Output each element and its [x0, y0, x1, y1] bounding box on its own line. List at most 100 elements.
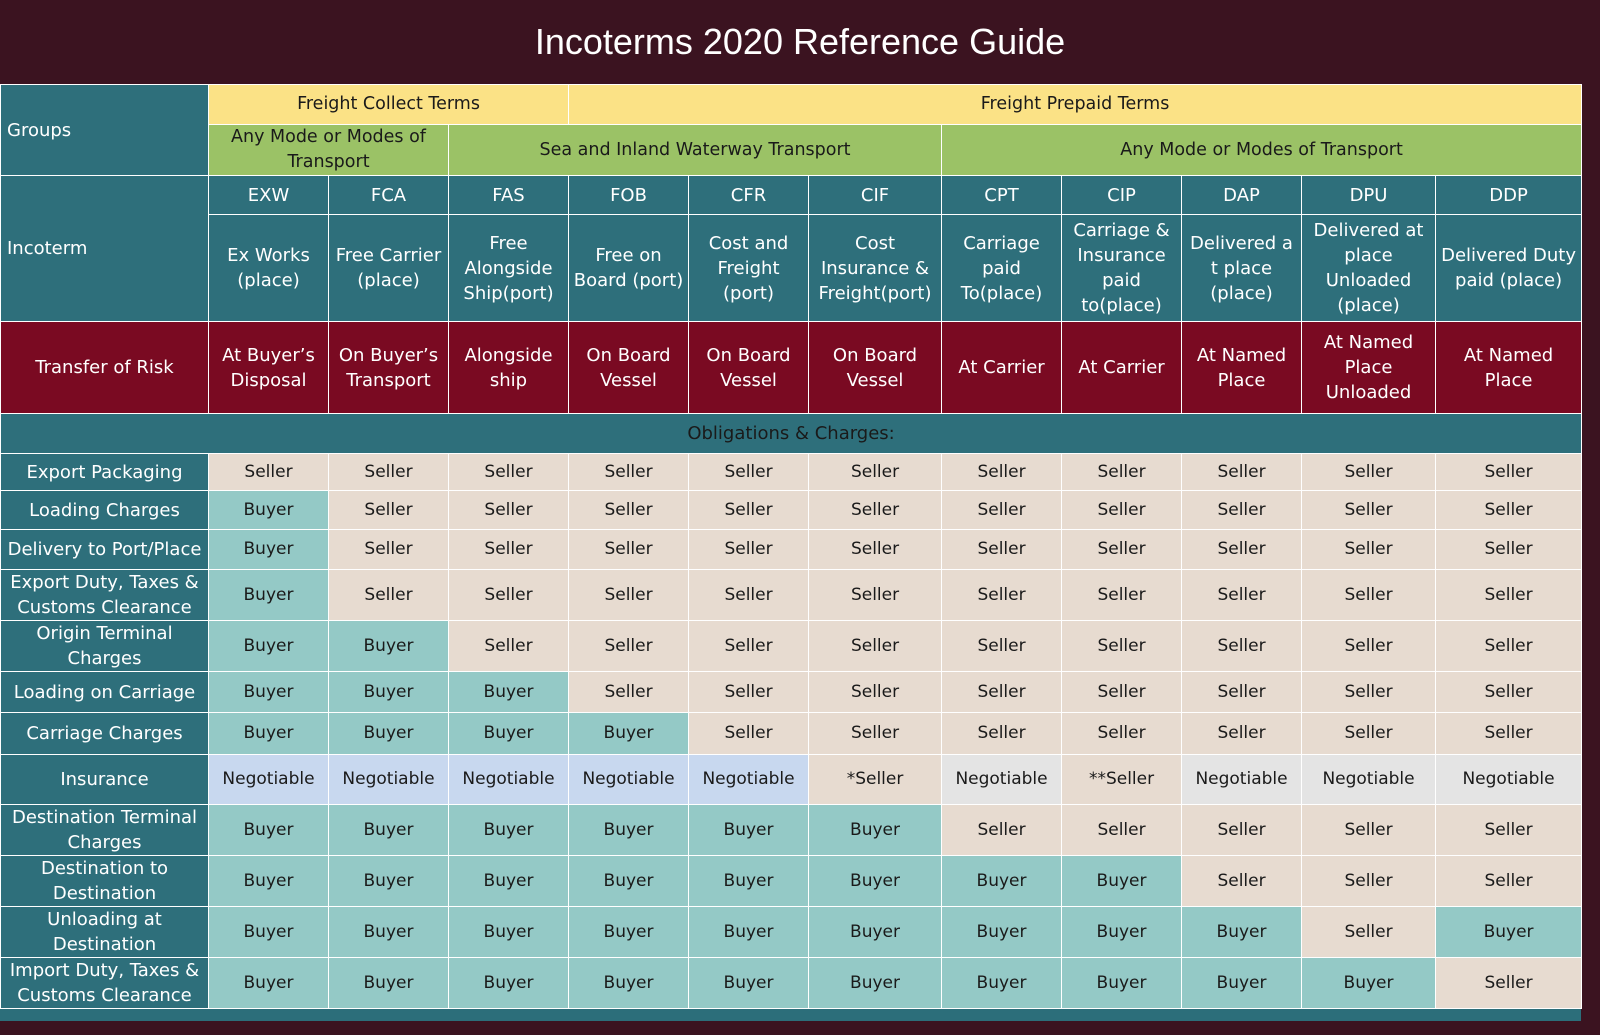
obligation-cell-cif: Seller	[808, 620, 943, 672]
obligation-cell-dpu: Seller	[1301, 906, 1437, 958]
obligation-cell-ddp: Buyer	[1435, 906, 1583, 958]
obligation-cell-cif: Seller	[808, 712, 943, 755]
obligation-row: Loading Charges Buyer Seller Seller Seller Se…	[0, 490, 1583, 530]
incoterm-name-fca: Free Carrier (place)	[328, 214, 449, 322]
obligation-cell-dpu: Seller	[1301, 453, 1437, 491]
obligation-label: Destination Terminal Charges	[0, 804, 209, 856]
obligation-cell-cpt: Negotiable	[941, 754, 1063, 805]
obligation-cell-exw: Buyer	[208, 804, 329, 856]
mode-sea-header: Sea and Inland Waterway Transport	[447, 124, 943, 176]
obligation-cell-fca: Buyer	[328, 620, 449, 672]
obligation-cell-exw: Buyer	[208, 569, 329, 621]
risk-cell-fca: On Buyer’s Transport	[328, 321, 449, 414]
obligation-cell-cip: Seller	[1061, 453, 1183, 491]
obligation-cell-cfr: Seller	[688, 620, 810, 672]
incoterm-code-cpt: CPT	[941, 175, 1063, 215]
obligation-cell-cif: Seller	[808, 671, 943, 713]
obligation-cell-cpt: Seller	[941, 569, 1063, 621]
obligation-cell-cpt: Buyer	[941, 906, 1063, 958]
obligations-section-row: Obligations & Charges:	[0, 413, 1583, 454]
obligation-cell-cif: Buyer	[808, 906, 943, 958]
obligation-cell-cfr: Buyer	[688, 804, 810, 856]
incoterm-name-fob: Free on Board (port)	[568, 214, 690, 322]
obligation-label: Export Packaging	[0, 453, 209, 491]
obligation-cell-fca: Buyer	[328, 855, 449, 907]
obligation-cell-fob: Seller	[568, 490, 690, 530]
obligation-cell-ddp: Seller	[1435, 453, 1583, 491]
incoterm-name-cfr: Cost and Freight (port)	[688, 214, 810, 322]
obligation-cell-exw: Buyer	[208, 620, 329, 672]
obligation-cell-cpt: Seller	[941, 529, 1063, 570]
obligation-cell-cfr: Seller	[688, 490, 810, 530]
obligation-cell-cip: Seller	[1061, 671, 1183, 713]
freight-collect-header: Freight Collect Terms	[207, 84, 570, 125]
obligation-label: Destination to Destination	[0, 855, 209, 907]
obligation-cell-dpu: Seller	[1301, 529, 1437, 570]
obligation-cell-fca: Seller	[328, 529, 449, 570]
obligation-cell-fob: Seller	[568, 569, 690, 621]
obligation-cell-exw: Buyer	[208, 855, 329, 907]
obligation-row: Export Packaging Seller Seller Seller Seller…	[0, 453, 1583, 491]
obligation-cell-fas: Buyer	[447, 855, 570, 907]
incoterms-table: Groups Freight Collect Terms Freight Pre…	[0, 84, 1583, 1009]
obligation-cell-cip: Seller	[1061, 620, 1183, 672]
incoterm-name-fas: Free Alongside Ship(port)	[447, 214, 570, 322]
obligation-cell-fas: Buyer	[447, 957, 570, 1009]
obligation-cell-cpt: Buyer	[941, 855, 1063, 907]
obligation-cell-ddp: Seller	[1435, 671, 1583, 713]
obligation-cell-dap: Seller	[1181, 804, 1303, 856]
obligation-cell-exw: Buyer	[208, 712, 329, 755]
obligation-label: Import Duty, Taxes & Customs Clearance	[0, 957, 209, 1009]
incoterm-name-cip: Carriage & Insurance paid to(place)	[1061, 214, 1183, 322]
incoterm-code-fas: FAS	[447, 175, 570, 215]
obligation-cell-cpt: Seller	[941, 453, 1063, 491]
obligation-row: Unloading at Destination Buyer Buyer Buyer B…	[0, 906, 1583, 958]
obligation-cell-fas: Seller	[447, 620, 570, 672]
obligation-cell-dap: Seller	[1181, 453, 1303, 491]
obligation-cell-dpu: Negotiable	[1301, 754, 1437, 805]
obligation-cell-ddp: Seller	[1435, 957, 1583, 1009]
incoterm-code-exw: EXW	[208, 175, 329, 215]
obligation-cell-fas: Buyer	[447, 712, 570, 755]
incoterm-code-cip: CIP	[1061, 175, 1183, 215]
obligation-cell-exw: Negotiable	[208, 754, 329, 805]
obligation-cell-fas: Seller	[447, 569, 570, 621]
obligations-section-label: Obligations & Charges:	[0, 413, 1583, 454]
obligation-cell-fas: Seller	[447, 529, 570, 570]
obligation-cell-fas: Buyer	[447, 804, 570, 856]
obligation-cell-cif: *Seller	[808, 754, 943, 805]
risk-cell-fas: Alongside ship	[447, 321, 570, 414]
mode-any-header-2: Any Mode or Modes of Transport	[941, 124, 1583, 176]
obligation-cell-ddp: Negotiable	[1435, 754, 1583, 805]
obligation-row: Origin Terminal Charges Buyer Buyer Seller S…	[0, 620, 1583, 672]
obligations-body: Export Packaging Seller Seller Seller Seller…	[0, 453, 1583, 1009]
obligation-cell-fca: Buyer	[328, 804, 449, 856]
incoterm-name-cpt: Carriage paid To(place)	[941, 214, 1063, 322]
obligation-cell-cfr: Buyer	[688, 957, 810, 1009]
obligation-label: Delivery to Port/Place	[0, 529, 209, 570]
risk-cell-ddp: At Named Place	[1435, 321, 1583, 414]
obligation-cell-fca: Seller	[328, 453, 449, 491]
obligation-cell-fob: Buyer	[568, 712, 690, 755]
transfer-of-risk-row: Transfer of Risk At Buyer’s Disposal On B…	[0, 321, 1583, 414]
obligation-cell-fca: Buyer	[328, 712, 449, 755]
obligation-cell-cpt: Seller	[941, 490, 1063, 530]
risk-cell-cif: On Board Vessel	[808, 321, 943, 414]
obligation-cell-fas: Negotiable	[447, 754, 570, 805]
groups-label: Groups	[0, 84, 209, 176]
incoterm-code-dap: DAP	[1181, 175, 1303, 215]
incoterm-name-dpu: Delivered at place Unloaded (place)	[1301, 214, 1437, 322]
obligation-cell-fob: Buyer	[568, 906, 690, 958]
obligation-cell-dap: Buyer	[1181, 906, 1303, 958]
obligation-cell-fob: Seller	[568, 529, 690, 570]
incoterm-code-fob: FOB	[568, 175, 690, 215]
obligation-cell-dap: Negotiable	[1181, 754, 1303, 805]
obligation-cell-dap: Seller	[1181, 712, 1303, 755]
obligation-cell-fob: Negotiable	[568, 754, 690, 805]
risk-cell-cip: At Carrier	[1061, 321, 1183, 414]
incoterm-name-dap: Delivered a t place (place)	[1181, 214, 1303, 322]
obligation-cell-cpt: Seller	[941, 620, 1063, 672]
obligation-cell-fas: Seller	[447, 490, 570, 530]
obligation-cell-ddp: Seller	[1435, 804, 1583, 856]
freight-terms-row: Groups Freight Collect Terms Freight Pre…	[0, 84, 1583, 176]
